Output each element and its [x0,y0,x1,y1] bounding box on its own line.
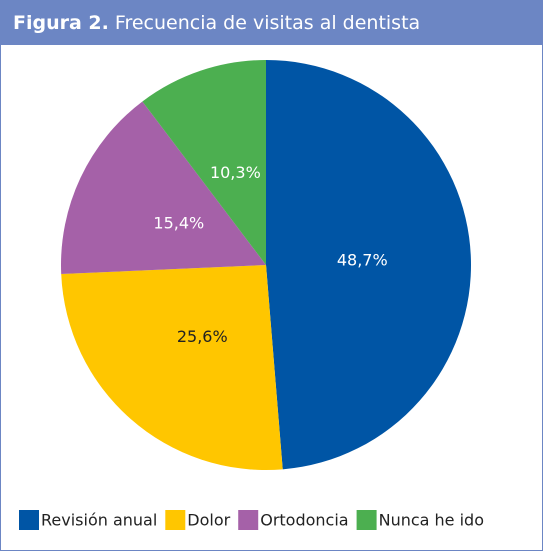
legend-label: Revisión anual [41,511,157,530]
title-bar: Figura 2. Frecuencia de visitas al denti… [1,1,542,45]
figure-label: Figura 2. [13,12,109,34]
legend-label: Dolor [187,511,230,530]
pie-slice [61,265,283,471]
legend-label: Ortodoncia [260,511,348,530]
legend-swatch [356,510,377,530]
data-label: 10,3% [210,163,261,182]
data-label: 48,7% [337,251,388,270]
legend-swatch [238,510,259,530]
legend-swatch [19,510,39,530]
pie-slice [142,60,266,265]
legend-swatch [165,510,186,530]
legend-label: Nunca he ido [379,511,484,530]
data-label: 25,6% [177,327,228,346]
pie-slice [266,60,472,470]
chart-title: Frecuencia de visitas al dentista [114,12,421,34]
data-label: 15,4% [153,213,204,232]
pie-slice [61,101,266,275]
